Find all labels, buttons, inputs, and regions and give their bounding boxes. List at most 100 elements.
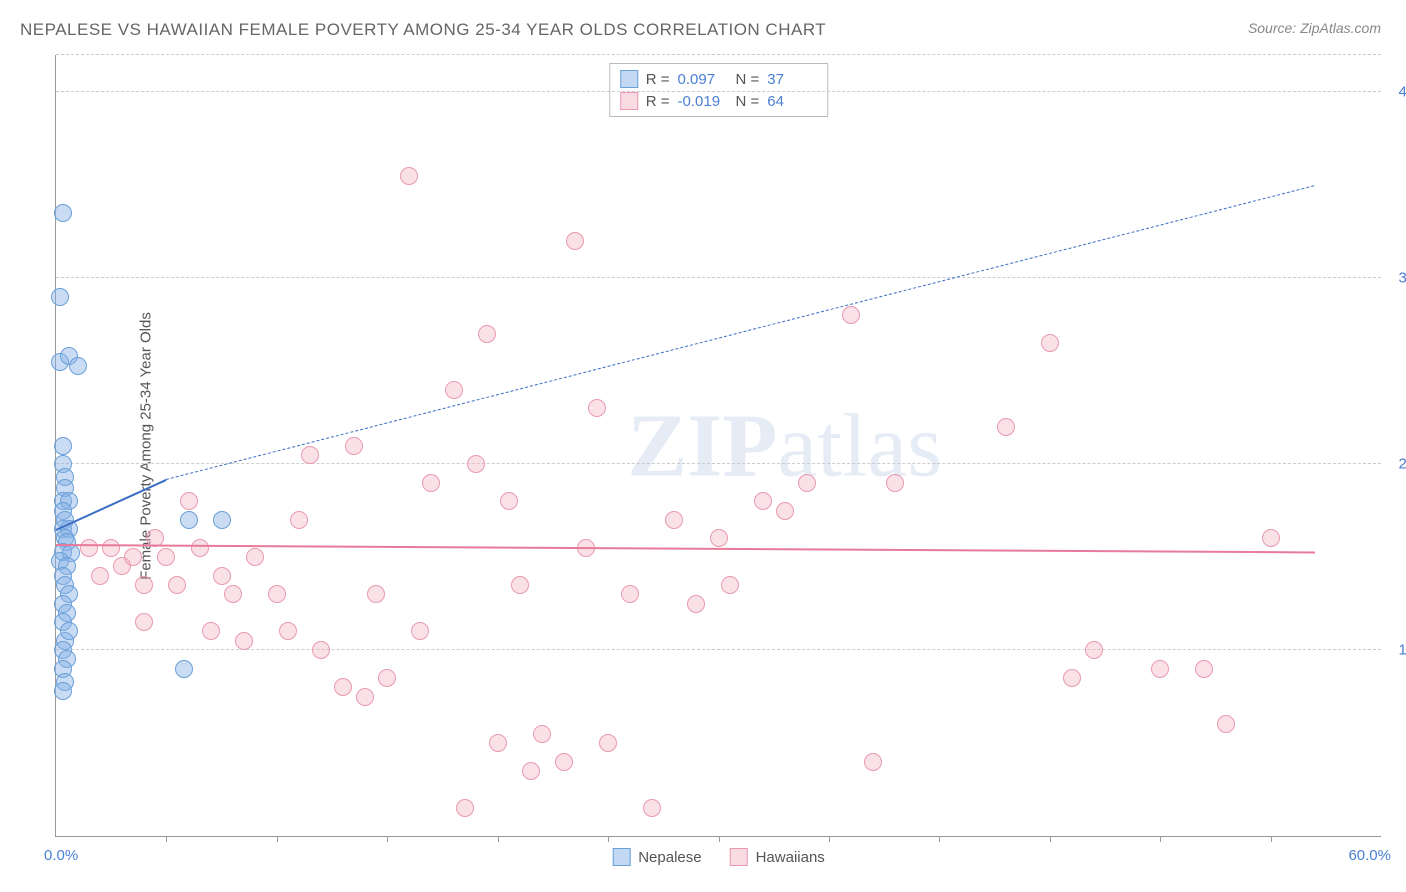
y-tick-label: 10.0% <box>1398 642 1406 659</box>
data-point <box>268 585 286 603</box>
data-point <box>555 753 573 771</box>
data-point <box>411 622 429 640</box>
legend-item-nepalese: Nepalese <box>612 848 701 866</box>
y-tick-label: 40.0% <box>1398 84 1406 101</box>
data-point <box>400 167 418 185</box>
gridline <box>56 91 1381 92</box>
data-point <box>224 585 242 603</box>
data-point <box>997 418 1015 436</box>
data-point <box>124 548 142 566</box>
legend-label: Hawaiians <box>756 849 825 866</box>
data-point <box>290 511 308 529</box>
data-point <box>80 539 98 557</box>
series-legend: Nepalese Hawaiians <box>612 848 825 866</box>
gridline <box>56 463 1381 464</box>
n-label: N = <box>736 93 760 110</box>
source-attribution: Source: ZipAtlas.com <box>1248 20 1381 36</box>
swatch-nepalese-icon <box>620 70 638 88</box>
gridline <box>56 277 1381 278</box>
data-point <box>312 641 330 659</box>
n-value-nepalese: 37 <box>767 71 817 88</box>
data-point <box>798 474 816 492</box>
y-tick-label: 20.0% <box>1398 456 1406 473</box>
data-point <box>301 446 319 464</box>
x-tick <box>498 836 499 842</box>
trend-line <box>166 185 1315 480</box>
data-point <box>378 669 396 687</box>
data-point <box>246 548 264 566</box>
swatch-nepalese-icon <box>612 848 630 866</box>
x-tick <box>1271 836 1272 842</box>
data-point <box>422 474 440 492</box>
trend-line <box>56 544 1315 553</box>
data-point <box>489 734 507 752</box>
data-point <box>478 325 496 343</box>
data-point <box>522 762 540 780</box>
watermark-bold: ZIP <box>627 396 777 495</box>
x-tick <box>277 836 278 842</box>
data-point <box>69 357 87 375</box>
data-point <box>1063 669 1081 687</box>
r-value-hawaiian: -0.019 <box>678 93 728 110</box>
data-point <box>566 232 584 250</box>
data-point <box>51 288 69 306</box>
data-point <box>334 678 352 696</box>
data-point <box>213 511 231 529</box>
gridline <box>56 649 1381 650</box>
legend-row-nepalese: R = 0.097 N = 37 <box>620 68 818 90</box>
correlation-legend: R = 0.097 N = 37 R = -0.019 N = 64 <box>609 63 829 117</box>
y-tick-label: 30.0% <box>1398 270 1406 287</box>
x-tick <box>1050 836 1051 842</box>
data-point <box>1195 660 1213 678</box>
r-label: R = <box>646 71 670 88</box>
data-point <box>235 632 253 650</box>
n-label: N = <box>736 71 760 88</box>
data-point <box>1151 660 1169 678</box>
data-point <box>1262 529 1280 547</box>
r-label: R = <box>646 93 670 110</box>
data-point <box>279 622 297 640</box>
data-point <box>191 539 209 557</box>
data-point <box>533 725 551 743</box>
data-point <box>445 381 463 399</box>
x-tick <box>1160 836 1161 842</box>
data-point <box>500 492 518 510</box>
n-value-hawaiian: 64 <box>767 93 817 110</box>
data-point <box>367 585 385 603</box>
data-point <box>157 548 175 566</box>
data-point <box>60 622 78 640</box>
data-point <box>754 492 772 510</box>
x-tick <box>166 836 167 842</box>
data-point <box>1085 641 1103 659</box>
x-max-label: 60.0% <box>1348 847 1391 864</box>
data-point <box>721 576 739 594</box>
legend-label: Nepalese <box>638 849 701 866</box>
data-point <box>135 576 153 594</box>
data-point <box>776 502 794 520</box>
data-point <box>643 799 661 817</box>
data-point <box>456 799 474 817</box>
data-point <box>665 511 683 529</box>
data-point <box>54 204 72 222</box>
r-value-nepalese: 0.097 <box>678 71 728 88</box>
x-origin-label: 0.0% <box>44 847 78 864</box>
swatch-hawaiian-icon <box>620 92 638 110</box>
data-point <box>687 595 705 613</box>
data-point <box>467 455 485 473</box>
data-point <box>1217 715 1235 733</box>
data-point <box>842 306 860 324</box>
data-point <box>135 613 153 631</box>
data-point <box>102 539 120 557</box>
data-point <box>168 576 186 594</box>
data-point <box>213 567 231 585</box>
data-point <box>1041 334 1059 352</box>
chart-title: NEPALESE VS HAWAIIAN FEMALE POVERTY AMON… <box>20 20 826 40</box>
data-point <box>886 474 904 492</box>
data-point <box>599 734 617 752</box>
data-point <box>180 511 198 529</box>
x-tick <box>608 836 609 842</box>
data-point <box>180 492 198 510</box>
legend-item-hawaiian: Hawaiians <box>730 848 825 866</box>
data-point <box>91 567 109 585</box>
data-point <box>54 682 72 700</box>
